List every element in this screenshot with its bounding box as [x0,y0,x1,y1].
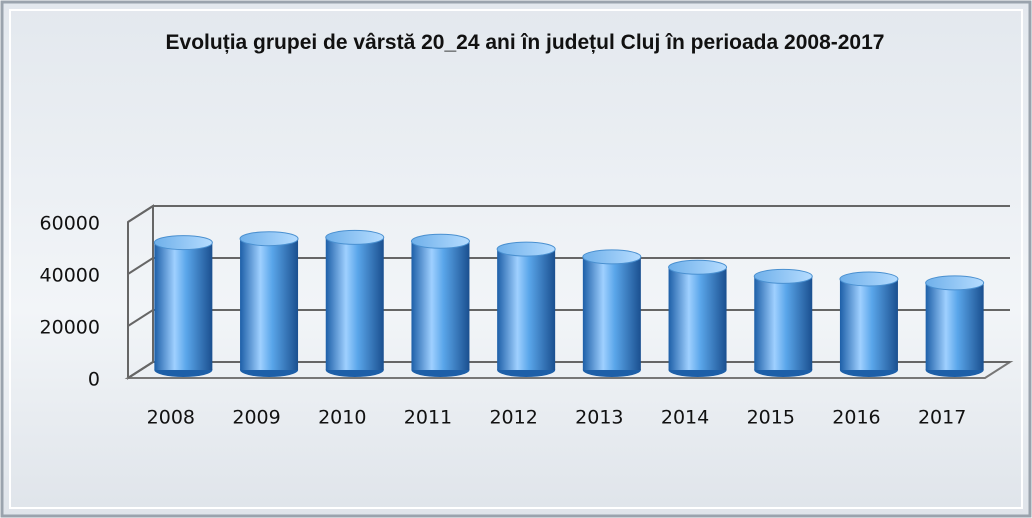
bar-top [582,249,642,265]
y-tick-label: 0 [88,369,100,391]
bar-top [496,241,556,257]
bar-top [925,275,985,291]
x-tick-label: 2013 [575,407,623,429]
x-tick-label: 2009 [232,407,280,429]
x-tick-label: 2014 [661,407,709,429]
bar [754,276,813,370]
x-tick-label: 2012 [489,407,537,429]
bar-top [153,235,213,251]
bar-top [668,259,728,275]
grid-line [127,257,1010,275]
bar [154,242,213,370]
bar [240,238,299,370]
bar [411,241,470,370]
bar-top [753,268,813,284]
bar [582,256,641,370]
bar [497,249,556,370]
bar-top [239,231,299,247]
y-tick-label: 40000 [40,265,100,287]
y-tick-label: 20000 [40,317,100,339]
inner-frame [9,9,1023,509]
bar-top [410,233,470,249]
x-tick-label: 2016 [832,407,880,429]
x-tick-label: 2011 [404,407,452,429]
bar [325,237,384,370]
bar [839,279,898,370]
x-tick-label: 2010 [318,407,366,429]
chart-title: Evoluția grupei de vârstă 20_24 ani în j… [165,31,885,54]
bar [668,267,727,370]
grid-line [127,205,1010,223]
bar-top [325,229,385,245]
x-tick-label: 2008 [147,407,195,429]
bar-top [839,271,899,287]
y-tick-label: 60000 [40,213,100,235]
x-tick-label: 2015 [747,407,795,429]
bar [925,282,984,370]
x-tick-label: 2017 [918,407,966,429]
